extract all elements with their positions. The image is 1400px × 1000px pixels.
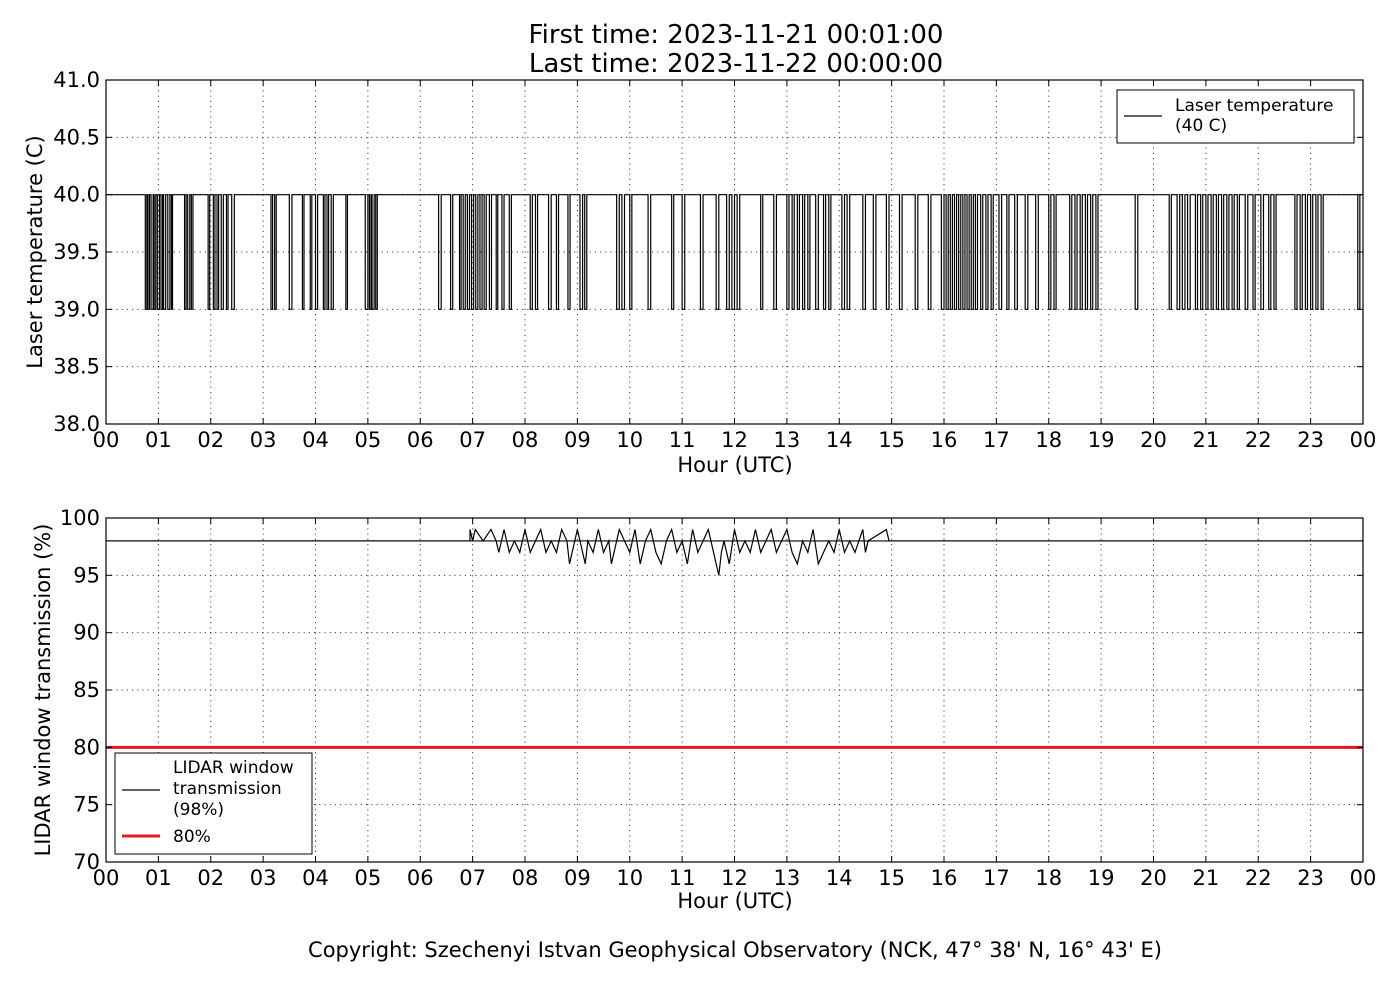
x-tick-label: 19 <box>1088 866 1115 890</box>
legend-line: LIDAR window <box>173 758 294 778</box>
x-tick-label: 16 <box>931 428 958 452</box>
laser-temperature-series <box>106 194 1363 310</box>
lidar-transmission-xlabel: Hour (UTC) <box>677 889 792 913</box>
laser-temperature-line <box>106 194 1363 310</box>
y-tick-label: 80 <box>73 735 100 759</box>
y-tick-label: 40.5 <box>53 125 100 149</box>
x-tick-label: 18 <box>1035 866 1062 890</box>
y-tick-label: 38.0 <box>53 412 100 436</box>
y-tick-label: 75 <box>73 793 100 817</box>
legend-line: Laser temperature <box>1175 96 1333 116</box>
x-tick-label: 17 <box>983 866 1010 890</box>
legend-line: transmission <box>173 779 282 799</box>
lidar-transmission-x-ticks: 00 01 02 03 04 05 06 07 08 09 10 11 12 13 14 15 16 17 18 19… <box>93 518 1377 890</box>
x-tick-label: 07 <box>459 428 486 452</box>
x-tick-label: 23 <box>1297 428 1324 452</box>
x-tick-label: 00 <box>1350 866 1377 890</box>
x-tick-label: 17 <box>983 428 1010 452</box>
copyright-text: Copyright: Szechenyi Istvan Geophysical … <box>308 938 1162 962</box>
x-tick-label: 21 <box>1193 866 1220 890</box>
x-tick-label: 09 <box>564 428 591 452</box>
laser-temperature-legend-label: Laser temperature (40 C) <box>1175 96 1333 136</box>
x-tick-label: 22 <box>1245 866 1272 890</box>
x-tick-label: 12 <box>721 428 748 452</box>
x-tick-label: 03 <box>250 428 277 452</box>
x-tick-label: 01 <box>145 866 172 890</box>
lidar-transmission-line <box>106 527 1363 576</box>
x-tick-label: 20 <box>1140 428 1167 452</box>
x-tick-label: 05 <box>355 428 382 452</box>
y-tick-label: 90 <box>73 621 100 645</box>
laser-temperature-y-ticks: 38.0 38.5 39.0 39.5 40.0 40.5 41.0 <box>53 68 1363 436</box>
x-tick-label: 00 <box>1350 428 1377 452</box>
legend-line: (40 C) <box>1175 116 1227 136</box>
lidar-transmission-y-ticks: 70 75 80 85 90 95 100 <box>60 506 1363 874</box>
x-tick-label: 09 <box>564 866 591 890</box>
laser-temperature-xlabel: Hour (UTC) <box>677 453 792 477</box>
y-tick-label: 85 <box>73 678 100 702</box>
x-tick-label: 00 <box>93 866 120 890</box>
chart-title-line1: First time: 2023-11-21 00:01:00 <box>529 20 944 50</box>
x-tick-label: 11 <box>669 866 696 890</box>
x-tick-label: 19 <box>1088 428 1115 452</box>
y-tick-label: 41.0 <box>53 68 100 92</box>
lidar-transmission-series <box>106 527 1363 749</box>
x-tick-label: 15 <box>878 428 905 452</box>
x-tick-label: 10 <box>616 866 643 890</box>
lidar-transmission-ylabel: LIDAR window transmission (%) <box>31 524 55 857</box>
legend-line: (98%) <box>173 800 224 820</box>
x-tick-label: 21 <box>1193 428 1220 452</box>
chart-title-line2: Last time: 2023-11-22 00:00:00 <box>529 49 943 79</box>
x-tick-label: 12 <box>721 866 748 890</box>
y-tick-label: 100 <box>60 506 100 530</box>
threshold-legend-label: 80% <box>173 827 211 847</box>
lidar-transmission-legend-label: LIDAR window transmission (98%) <box>173 758 294 820</box>
x-tick-label: 08 <box>512 428 539 452</box>
x-tick-label: 04 <box>302 428 329 452</box>
x-tick-label: 15 <box>878 866 905 890</box>
y-tick-label: 40.0 <box>53 183 100 207</box>
x-tick-label: 00 <box>93 428 120 452</box>
x-tick-label: 13 <box>774 428 801 452</box>
laser-temperature-x-ticks: 00 01 02 03 04 05 06 07 08 09 10 11 12 13 14 15 16 17 18 19… <box>93 80 1377 452</box>
x-tick-label: 03 <box>250 866 277 890</box>
laser-temperature-ylabel: Laser temperature (C) <box>23 135 47 368</box>
x-tick-label: 06 <box>407 866 434 890</box>
x-tick-label: 14 <box>826 428 853 452</box>
x-tick-label: 01 <box>145 428 172 452</box>
y-tick-label: 70 <box>73 850 100 874</box>
x-tick-label: 22 <box>1245 428 1272 452</box>
lidar-transmission-legend: LIDAR window transmission (98%) 80% <box>114 752 313 855</box>
x-tick-label: 16 <box>931 866 958 890</box>
x-tick-label: 02 <box>197 866 224 890</box>
y-tick-label: 38.5 <box>53 355 100 379</box>
y-tick-label: 95 <box>73 563 100 587</box>
x-tick-label: 23 <box>1297 866 1324 890</box>
x-tick-label: 05 <box>355 866 382 890</box>
x-tick-label: 11 <box>669 428 696 452</box>
x-tick-label: 02 <box>197 428 224 452</box>
x-tick-label: 08 <box>512 866 539 890</box>
y-tick-label: 39.5 <box>53 240 100 264</box>
x-tick-label: 20 <box>1140 866 1167 890</box>
x-tick-label: 14 <box>826 866 853 890</box>
y-tick-label: 39.0 <box>53 297 100 321</box>
laser-temperature-legend: Laser temperature (40 C) <box>1116 89 1355 144</box>
x-tick-label: 13 <box>774 866 801 890</box>
x-tick-label: 18 <box>1035 428 1062 452</box>
lidar-transmission-panel: 70 75 80 85 90 95 100 00 01 02 03 04 05 06 07 08 09 10 11… <box>31 506 1376 913</box>
x-tick-label: 06 <box>407 428 434 452</box>
x-tick-label: 10 <box>616 428 643 452</box>
x-tick-label: 07 <box>459 866 486 890</box>
laser-temperature-panel: 38.038.539.039.540.040.541.0 00 01 02 03 04 0… <box>23 68 1376 477</box>
x-tick-label: 04 <box>302 866 329 890</box>
